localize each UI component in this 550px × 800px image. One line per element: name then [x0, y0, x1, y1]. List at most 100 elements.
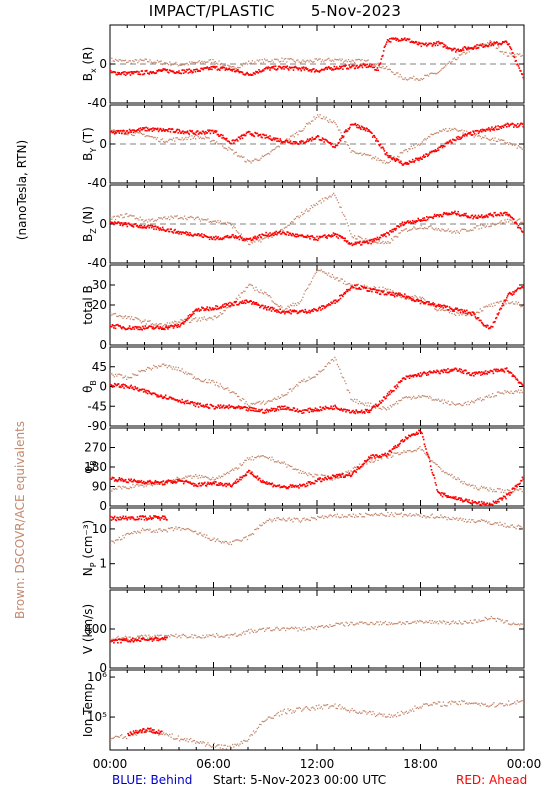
data-point [232, 234, 234, 236]
data-point [517, 224, 520, 227]
data-point [218, 315, 220, 317]
data-point [181, 398, 183, 401]
data-point [386, 289, 388, 291]
data-point [505, 123, 507, 126]
data-point [158, 327, 161, 330]
data-point [150, 484, 152, 486]
data-point [464, 229, 467, 231]
data-point [409, 396, 411, 398]
data-point [294, 133, 297, 135]
data-point [513, 56, 516, 59]
data-point [402, 78, 404, 80]
data-point [484, 306, 486, 308]
data-point [427, 302, 430, 304]
data-point [352, 400, 354, 402]
data-point [307, 123, 309, 125]
data-point [192, 137, 194, 139]
data-point [350, 398, 352, 400]
data-point [374, 136, 376, 139]
data-point [266, 67, 269, 70]
data-point [323, 116, 325, 118]
data-point [197, 377, 199, 380]
data-point [270, 459, 272, 461]
data-point [521, 231, 524, 233]
data-point [138, 370, 140, 372]
data-point [261, 59, 263, 61]
data-point [117, 129, 120, 132]
data-point [178, 70, 180, 72]
data-point [482, 224, 484, 226]
data-point [397, 38, 399, 41]
data-point [516, 147, 518, 149]
data-point [285, 394, 287, 396]
data-point [266, 66, 268, 69]
data-point [415, 220, 418, 222]
data-point [305, 473, 308, 475]
data-point [405, 396, 407, 398]
data-point [455, 232, 457, 234]
data-point [386, 395, 388, 397]
data-point [357, 66, 360, 68]
data-point [245, 409, 248, 411]
data-point [505, 40, 507, 42]
data-point [461, 53, 463, 55]
data-point [228, 389, 230, 392]
data-point [187, 136, 189, 139]
data-point [285, 66, 288, 69]
data-point [419, 227, 421, 229]
data-point [414, 397, 416, 399]
data-point [271, 306, 274, 309]
data-point [482, 398, 484, 401]
data-point [188, 373, 191, 375]
data-point [506, 122, 509, 125]
data-point [436, 41, 438, 43]
data-point [129, 318, 131, 320]
data-point [111, 218, 113, 220]
data-point [150, 323, 152, 325]
data-point [491, 214, 494, 216]
data-point [225, 387, 228, 390]
data-point [207, 317, 209, 320]
data-point [416, 228, 419, 230]
data-point [339, 409, 342, 411]
data-point [165, 62, 167, 64]
data-point [338, 408, 340, 410]
data-point [263, 412, 266, 414]
data-point [331, 59, 334, 61]
data-point [118, 485, 120, 487]
ytick-label-theta: -45 [87, 399, 107, 413]
data-point [267, 295, 269, 297]
data-point [400, 223, 403, 225]
data-point [212, 319, 214, 321]
data-point [220, 133, 223, 136]
data-point [192, 217, 194, 219]
data-point [272, 138, 274, 140]
data-point [129, 74, 132, 76]
data-point [271, 456, 273, 458]
data-point [491, 370, 494, 373]
data-point [511, 216, 514, 219]
data-point [118, 373, 120, 375]
data-point [277, 409, 280, 411]
data-point [250, 459, 252, 461]
data-point [336, 144, 339, 146]
data-point [312, 310, 314, 313]
data-point [314, 473, 316, 475]
data-point [468, 483, 470, 485]
data-point [132, 226, 135, 228]
data-point [255, 238, 258, 240]
data-point [442, 46, 445, 48]
data-point [367, 411, 369, 414]
data-point [227, 307, 229, 309]
data-point [254, 403, 256, 405]
data-point [166, 322, 168, 324]
data-point [266, 306, 269, 309]
data-point [321, 118, 324, 120]
data-point [143, 127, 146, 129]
data-point [261, 455, 263, 457]
data-point [456, 129, 458, 131]
data-point [473, 311, 475, 314]
data-point [453, 57, 456, 59]
data-point [289, 222, 292, 224]
data-point [473, 45, 476, 48]
